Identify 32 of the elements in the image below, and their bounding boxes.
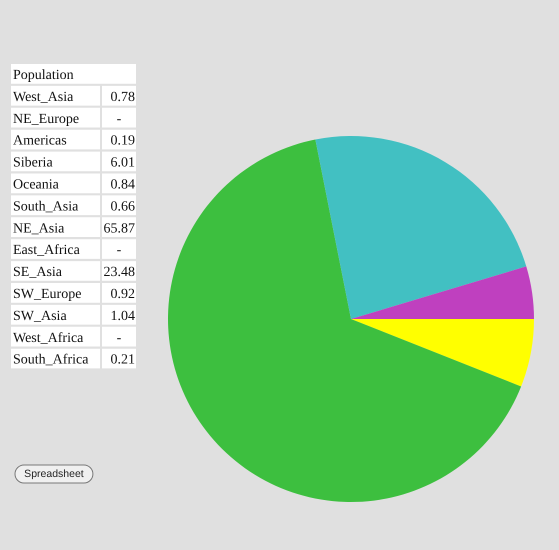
category-label: SW_Europe — [13, 286, 82, 302]
pie-slice — [351, 266, 534, 319]
text: 0.92 — [110, 286, 135, 302]
text: 6.01 — [110, 156, 135, 171]
text: 0.21 — [110, 352, 135, 368]
category-label: SW_Asia — [13, 308, 68, 324]
text: 23.48 — [104, 265, 135, 280]
category-label: East_Africa — [13, 243, 81, 258]
category-label: Oceania — [13, 177, 60, 192]
category-label: South_Asia — [13, 199, 80, 214]
text: 0.78 — [110, 90, 135, 105]
text: 0.84 — [110, 177, 135, 192]
text: 65.87 — [104, 221, 135, 236]
text: 0.66 — [110, 199, 135, 214]
text: 0.19 — [110, 134, 135, 149]
category-label: Americas — [13, 134, 67, 149]
category-label: NE_Asia — [13, 221, 66, 236]
pie-slice — [315, 136, 526, 319]
text: - — [116, 243, 122, 258]
category-label: SE_Asia — [13, 265, 63, 280]
category-label: West_Africa — [13, 330, 84, 346]
category-label: NE_Europe — [13, 112, 80, 127]
text: 1.04 — [110, 308, 135, 324]
pie-slice — [351, 319, 534, 386]
text: - — [116, 112, 122, 127]
text: - — [116, 330, 122, 346]
category-label: South_Africa — [13, 352, 90, 368]
text: Spreadsheet — [24, 468, 84, 480]
category-label: West_Asia — [13, 90, 74, 105]
pie-slice — [168, 140, 522, 502]
text: Population — [13, 68, 74, 83]
category-label: Siberia — [13, 156, 54, 171]
